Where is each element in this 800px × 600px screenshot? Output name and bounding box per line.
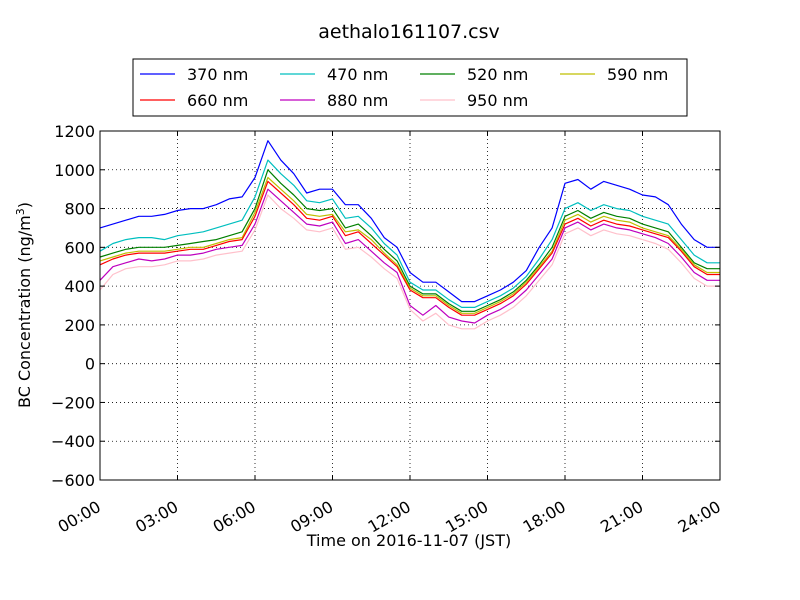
y-tick-label: 800 xyxy=(64,200,95,219)
series-lines xyxy=(99,140,720,330)
y-tick-label: 0 xyxy=(85,355,95,374)
x-tick-label: 06:00 xyxy=(210,497,259,537)
legend: 370 nm 470 nm 520 nm 590 nm 660 nm 880 nm 950 … xyxy=(132,58,688,117)
series-line-370-nm xyxy=(99,140,720,303)
series-line-470-nm xyxy=(99,159,720,308)
y-tick-label: 1200 xyxy=(54,122,95,141)
series-line-590-nm xyxy=(99,176,720,314)
series-line-660-nm xyxy=(99,180,720,316)
legend-label: 660 nm xyxy=(187,91,248,110)
y-tick-label: −200 xyxy=(51,393,95,412)
x-axis-label: Time on 2016-11-07 (JST) xyxy=(306,531,511,550)
y-axis-label-suffix: ) xyxy=(15,202,34,208)
y-axis-label-superscript: 3 xyxy=(14,208,27,215)
legend-label: 520 nm xyxy=(467,65,528,84)
legend-label: 590 nm xyxy=(607,65,668,84)
series-line-880-nm xyxy=(99,188,720,324)
y-tick-label: 600 xyxy=(64,238,95,257)
y-tick-label: 200 xyxy=(64,316,95,335)
chart-title: aethalo161107.csv xyxy=(318,21,500,43)
y-axis: 1200 1000 800 600 400 200 0 −200 −400 −600 xyxy=(51,122,720,490)
x-tick-label: 03:00 xyxy=(132,497,181,537)
series-line-520-nm xyxy=(99,169,720,312)
legend-label: 470 nm xyxy=(327,65,388,84)
y-axis-label: BC Concentration (ng/m3) xyxy=(14,202,34,408)
y-tick-label: 1000 xyxy=(54,161,95,180)
x-tick-label: 21:00 xyxy=(597,497,646,537)
y-axis-label-main: BC Concentration (ng/m xyxy=(15,215,34,408)
y-tick-label: 400 xyxy=(64,277,95,296)
plot-area xyxy=(99,130,721,481)
legend-box xyxy=(132,58,688,117)
legend-label: 950 nm xyxy=(467,91,528,110)
legend-label: 880 nm xyxy=(327,91,388,110)
x-tick-label: 18:00 xyxy=(520,497,569,537)
x-tick-label: 00:00 xyxy=(55,497,104,537)
y-tick-label: −400 xyxy=(51,432,95,451)
y-tick-label: −600 xyxy=(51,471,95,490)
series-line-950-nm xyxy=(99,194,720,330)
legend-label: 370 nm xyxy=(187,65,248,84)
x-tick-label: 24:00 xyxy=(675,497,724,537)
